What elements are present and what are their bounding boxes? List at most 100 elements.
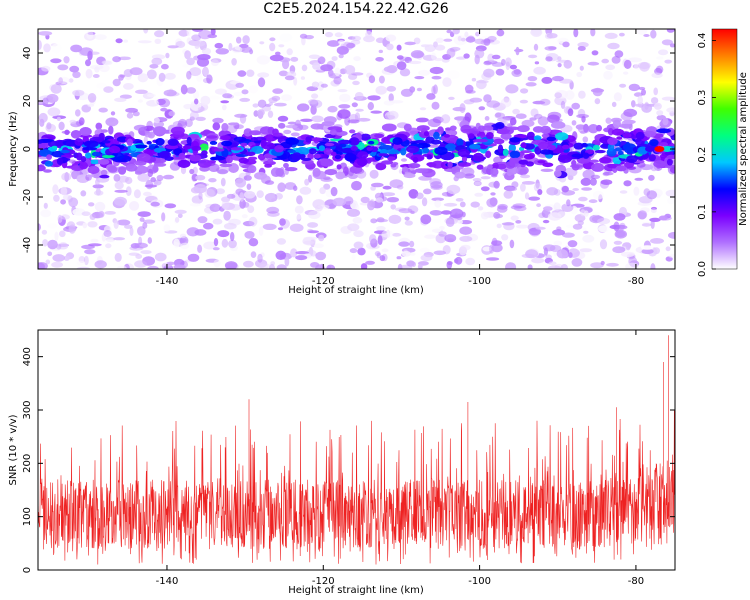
heatmap-cell <box>611 101 617 108</box>
heatmap-cell <box>636 29 648 35</box>
heatmap-cell <box>503 190 514 199</box>
heatmap-cell <box>82 146 97 151</box>
heatmap-cell <box>493 156 503 164</box>
heatmap-cell <box>418 69 430 76</box>
heatmap-cell <box>125 186 132 197</box>
heatmap-cell <box>225 155 233 164</box>
heatmap-cell <box>597 217 611 225</box>
heatmap-cell <box>491 54 501 60</box>
heatmap-cell <box>259 263 272 269</box>
heatmap-cell <box>116 219 131 226</box>
heatmap-cell <box>375 162 387 171</box>
heatmap-cell <box>299 186 312 195</box>
snr-x-axis-label: Height of straight line (km) <box>288 585 424 596</box>
heatmap-cell <box>553 202 561 211</box>
heatmap-cell <box>423 131 430 137</box>
heatmap-cell <box>557 154 572 163</box>
heatmap-cell <box>334 154 342 160</box>
spectrogram-y-tick-label: 20 <box>22 95 33 108</box>
heatmap-cell <box>42 97 49 106</box>
heatmap-cell <box>336 46 349 55</box>
heatmap-cell <box>233 91 243 97</box>
heatmap-cell <box>640 245 654 250</box>
heatmap-cell <box>204 188 215 198</box>
heatmap-cell <box>581 187 593 191</box>
heatmap-cell <box>320 158 334 167</box>
heatmap-cell <box>158 98 171 108</box>
heatmap-cell <box>495 68 505 76</box>
heatmap-cell <box>650 97 659 104</box>
heatmap-cell <box>445 143 457 152</box>
heatmap-cell <box>100 169 108 176</box>
heatmap-cell <box>596 124 602 132</box>
heatmap-cell <box>489 244 495 254</box>
heatmap-cell <box>409 252 416 256</box>
heatmap-cell <box>175 38 183 47</box>
heatmap-cell <box>611 56 621 64</box>
heatmap-cell <box>452 29 460 35</box>
heatmap-cell <box>504 186 518 192</box>
heatmap-cell <box>333 76 342 85</box>
heatmap-cell <box>47 140 61 148</box>
heatmap-cell <box>590 174 601 180</box>
heatmap-cell <box>379 255 386 262</box>
heatmap-cell <box>118 166 127 175</box>
heatmap-cell <box>589 177 597 186</box>
heatmap-cell <box>434 199 442 208</box>
heatmap-cell <box>493 138 505 145</box>
heatmap-cell <box>533 66 546 75</box>
heatmap-cell <box>582 136 589 143</box>
heatmap-cell <box>460 244 471 251</box>
heatmap-cell <box>497 117 511 122</box>
heatmap-cell <box>87 165 100 174</box>
heatmap-cell <box>154 252 167 262</box>
heatmap-cell <box>163 89 177 97</box>
heatmap-cell <box>57 64 69 71</box>
heatmap-cell <box>284 256 290 267</box>
heatmap-cell <box>582 152 590 159</box>
heatmap-cell <box>114 196 127 206</box>
heatmap-cell <box>409 130 418 135</box>
heatmap-cell <box>112 78 121 87</box>
heatmap-cell <box>249 130 261 136</box>
heatmap-cell <box>669 43 675 48</box>
heatmap-cell <box>448 96 455 100</box>
heatmap-cell <box>474 48 485 59</box>
heatmap-cell <box>168 110 176 117</box>
heatmap-cell <box>133 189 141 199</box>
heatmap-cell <box>290 56 299 62</box>
heatmap-cell <box>208 178 217 183</box>
snr-y-tick-label: 200 <box>22 454 33 473</box>
heatmap-cell <box>305 136 312 143</box>
heatmap-cell <box>457 149 470 157</box>
snr-x-tick-label: -80 <box>628 576 644 587</box>
heatmap-cell <box>135 254 143 259</box>
heatmap-cell <box>599 157 612 164</box>
heatmap-cell <box>308 99 318 105</box>
snr-y-tick-label: 0 <box>22 567 33 573</box>
heatmap-cell <box>63 56 70 64</box>
heatmap-cell <box>243 128 252 137</box>
heatmap-cell <box>387 156 396 162</box>
heatmap-cell <box>164 72 176 80</box>
heatmap-cell <box>334 67 341 77</box>
heatmap-cell <box>290 248 298 258</box>
heatmap-cell <box>47 239 58 250</box>
heatmap-cell <box>637 95 643 105</box>
heatmap-cell <box>129 67 143 76</box>
heatmap-cell <box>51 145 58 149</box>
heatmap-cell <box>330 186 338 197</box>
heatmap-cell <box>572 188 579 191</box>
heatmap-cell <box>274 102 287 107</box>
heatmap-cell <box>268 263 276 269</box>
heatmap-cell <box>337 109 351 119</box>
heatmap-cell <box>527 131 535 139</box>
spectrogram-x-tick-label: -140 <box>156 276 179 287</box>
heatmap-cell <box>116 136 128 143</box>
heatmap-cell <box>652 247 661 255</box>
spectrogram-y-tick-label: 0 <box>22 146 33 152</box>
heatmap-cell <box>543 206 553 212</box>
heatmap-cell <box>294 205 304 214</box>
heatmap-cell <box>624 161 634 169</box>
heatmap-cell <box>313 243 324 248</box>
